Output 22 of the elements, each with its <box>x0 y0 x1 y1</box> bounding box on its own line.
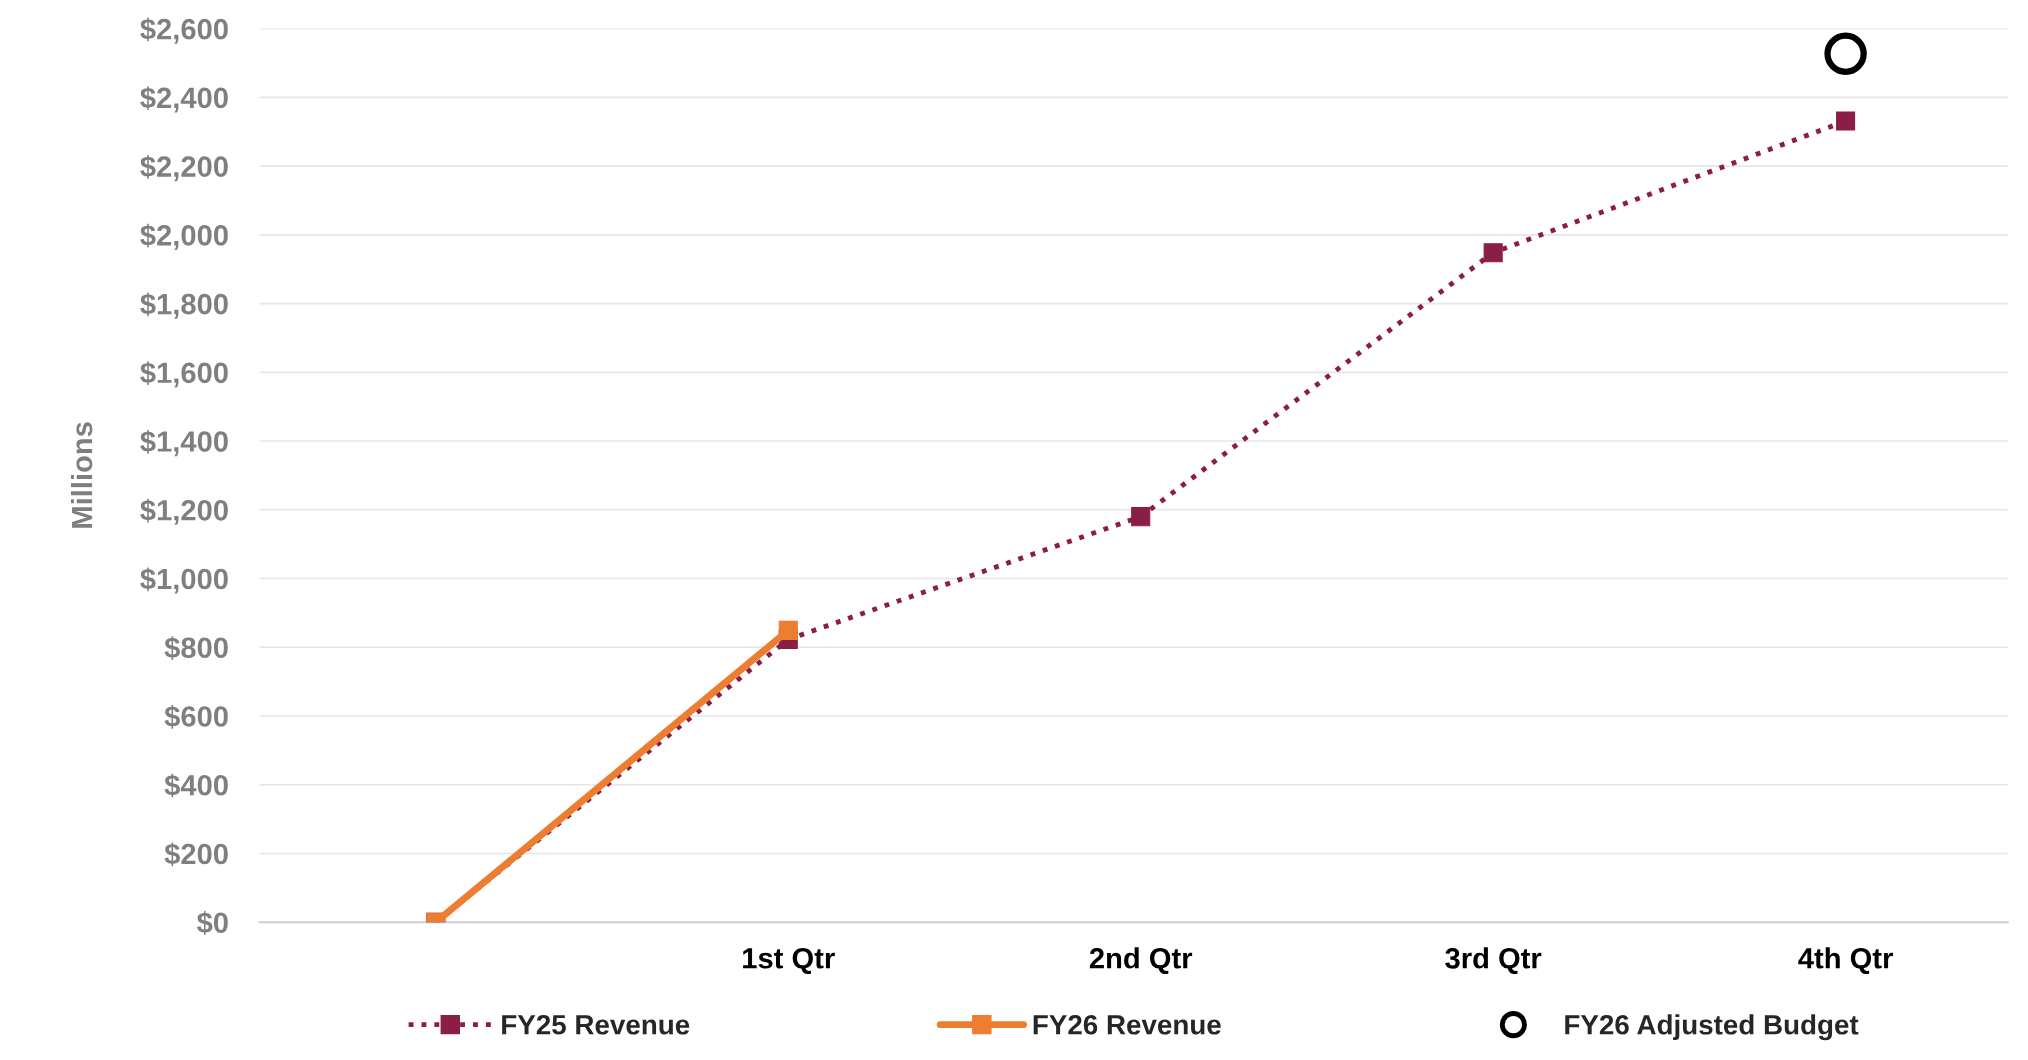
legend-label: FY26 Revenue <box>1033 1014 1221 1035</box>
x-tick-label: 2nd Qtr <box>1089 947 1193 975</box>
y-tick-label: $1,000 <box>140 567 228 594</box>
x-tick-label: 3rd Qtr <box>1445 947 1542 975</box>
x-tick-label: 4th Qtr <box>1798 947 1893 975</box>
y-tick-label: $400 <box>164 773 228 798</box>
y-tick-label: $1,200 <box>140 498 228 525</box>
y-tick-label: $1,600 <box>140 361 228 388</box>
y-tick-label: $1,400 <box>140 429 228 457</box>
y-tick-label: $0 <box>196 911 228 935</box>
y-tick-label: $2,400 <box>140 86 228 113</box>
y-tick-label: $2,000 <box>140 223 228 250</box>
y-axis-title: Millions <box>70 422 93 528</box>
x-tick-label: 1st Qtr <box>743 947 835 975</box>
y-tick-label: $600 <box>164 704 228 729</box>
legend-label: FY26 Adjusted Budget <box>1565 1014 1859 1041</box>
y-tick-label: $200 <box>164 842 228 867</box>
y-tick-label: $2,200 <box>140 155 228 182</box>
y-tick-label: $800 <box>164 636 228 660</box>
y-tick-label: $2,600 <box>140 17 228 44</box>
legend-label: FY25 Revenue <box>502 1014 690 1035</box>
y-tick-label: $1,800 <box>140 292 228 319</box>
